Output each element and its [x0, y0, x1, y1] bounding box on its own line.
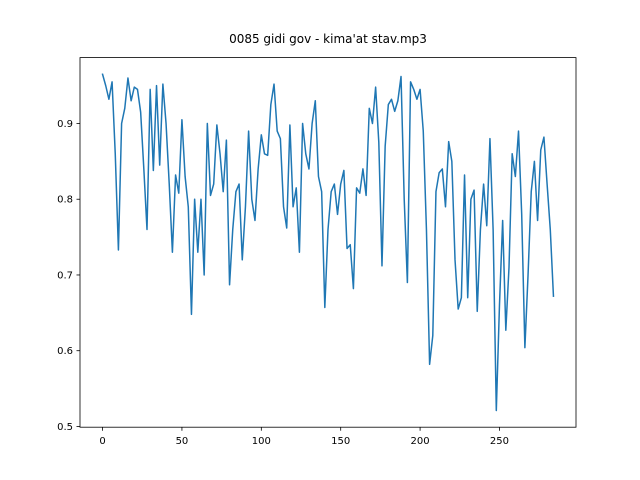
y-tick-label: 0.8	[57, 195, 73, 206]
y-tick-label: 0.5	[57, 422, 73, 433]
y-tick-label: 0.7	[57, 270, 73, 281]
x-tick-label: 150	[331, 436, 350, 447]
chart-title: 0085 gidi gov - kima'at stav.mp3	[229, 32, 427, 46]
data-line	[101, 73, 555, 412]
x-tick-label: 100	[252, 436, 271, 447]
x-tick-label: 50	[176, 436, 189, 447]
y-tick-label: 0.6	[57, 346, 73, 357]
x-tick-label: 250	[490, 436, 509, 447]
x-tick-label: 0	[99, 436, 105, 447]
plot-frame	[79, 57, 577, 428]
y-tick-label: 0.9	[57, 119, 73, 130]
x-tick-label: 200	[411, 436, 430, 447]
